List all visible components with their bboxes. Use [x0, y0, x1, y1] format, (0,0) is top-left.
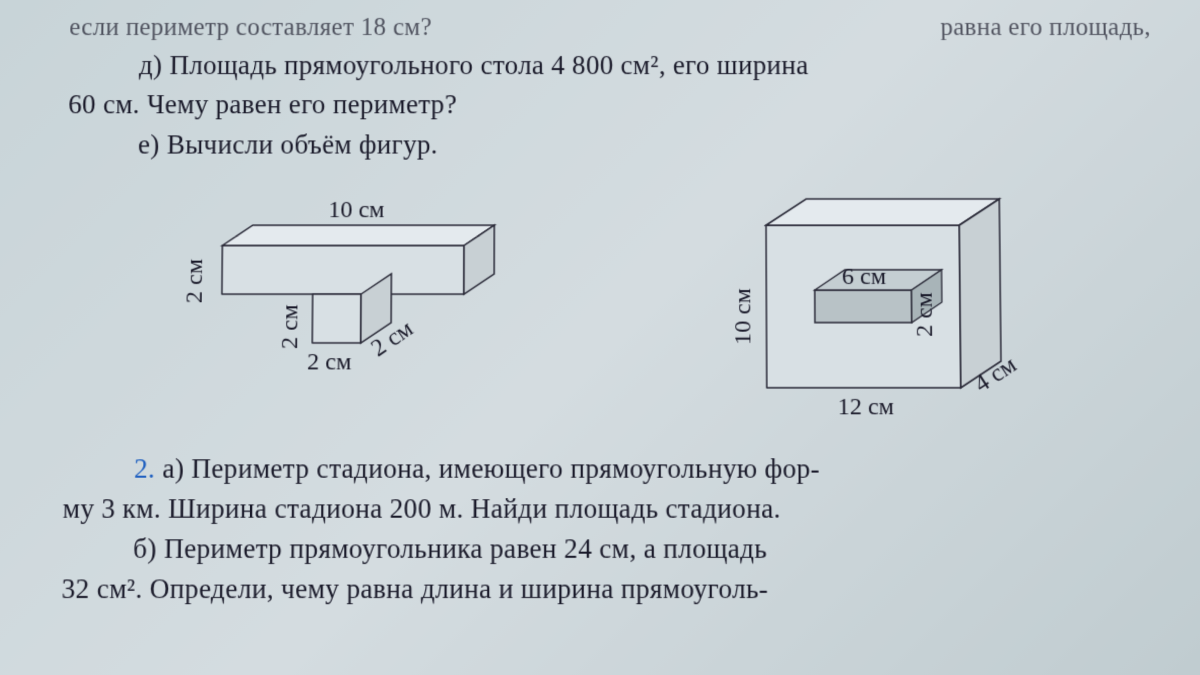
- fig1-bar-top: [222, 225, 494, 245]
- problem-2b-line1: б) Периметр прямоугольника равен 24 см, …: [62, 529, 1159, 569]
- fig2-dim-bottom: 12 см: [838, 394, 895, 421]
- problem-number-2: 2.: [134, 453, 155, 484]
- fig2-dim-hole-h: 2 см: [912, 292, 939, 337]
- figure-2-svg: 6 см 10 см 2 см 12 см 4 см: [716, 184, 1061, 418]
- partial-top-line: если периметр составляет 18 см? равна ег…: [69, 10, 1151, 46]
- problem-d-line1: д) Площадь прямоугольного стола 4 800 см…: [69, 46, 1152, 85]
- figure-1: 10 см 2 см 2 см 2 см 2 см: [160, 184, 525, 418]
- problem-2b-line2: 32 см². Определи, чему равна длина и шир…: [61, 569, 1159, 609]
- fig1-stem-front: [312, 294, 361, 343]
- fig1-dim-left: 2 см: [181, 258, 208, 302]
- fig1-bar-front: [222, 245, 464, 294]
- problem-e-line: е) Вычисли объём фигур.: [67, 125, 1152, 164]
- fig1-dim-stem-bottom: 2 см: [307, 349, 351, 376]
- figures-row: 10 см 2 см 2 см 2 см 2 см 6 см: [64, 184, 1156, 418]
- problem-2a-text1: а) Периметр стадиона, имеющего прямоугол…: [155, 453, 820, 484]
- partial-right: равна его площадь,: [940, 10, 1151, 46]
- problem-2a-line2: му 3 км. Ширина стадиона 200 м. Найди пл…: [62, 489, 1158, 529]
- fig2-hole-front: [815, 290, 912, 323]
- partial-left: если периметр составляет 18 см?: [69, 10, 432, 46]
- figure-1-svg: 10 см 2 см 2 см 2 см 2 см: [160, 184, 525, 418]
- figure-2: 6 см 10 см 2 см 12 см 4 см: [716, 184, 1061, 418]
- fig2-dim-hole-w: 6 см: [842, 263, 886, 289]
- fig1-dim-stem-left: 2 см: [277, 304, 304, 349]
- fig1-dim-top: 10 см: [328, 197, 384, 223]
- fig2-dim-left: 10 см: [730, 288, 756, 345]
- problem-2-block: 2. а) Периметр стадиона, имеющего прямоу…: [61, 449, 1159, 610]
- problem-2a-line1: 2. а) Периметр стадиона, имеющего прямоу…: [63, 449, 1157, 489]
- problem-d-line2: 60 см. Чему равен его периметр?: [68, 86, 1152, 125]
